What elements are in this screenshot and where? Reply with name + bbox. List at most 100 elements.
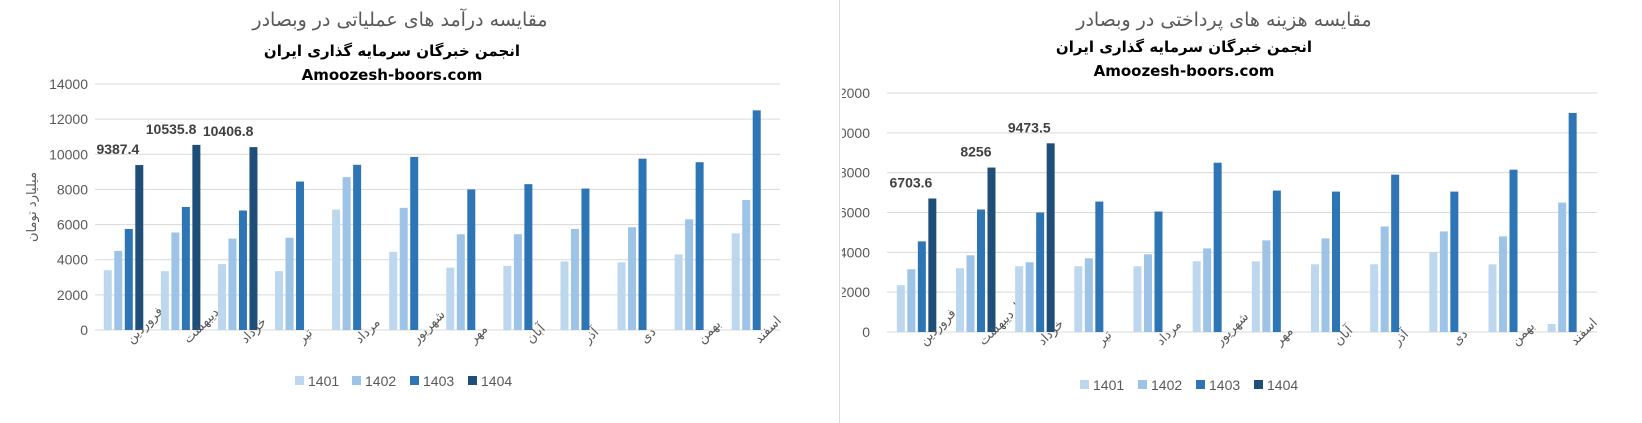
legend-label: 1401 [308, 373, 339, 389]
bar-1403 [581, 188, 590, 330]
y-tick-label: 6000 [842, 205, 870, 221]
bar-1403 [1391, 174, 1400, 332]
bar-1401 [275, 271, 284, 330]
legend-swatch-1402 [1138, 380, 1147, 389]
bar-1402 [1025, 262, 1034, 332]
y-tick-label: 12000 [842, 85, 870, 101]
bar-1402 [570, 228, 579, 330]
y-tick-label: 0 [862, 324, 870, 340]
legend-label: 1402 [365, 373, 396, 389]
bar-1402 [228, 238, 237, 330]
bar-1401 [1074, 266, 1083, 332]
bar-1402 [1321, 238, 1330, 332]
bar-1402 [1558, 202, 1567, 332]
bar-1403 [353, 164, 362, 330]
bar-1404 [249, 147, 258, 330]
chart-website: Amoozesh-boors.com [1094, 62, 1275, 80]
bar-1401 [160, 271, 169, 330]
bar-1401 [446, 267, 455, 330]
panel-divider [839, 0, 840, 423]
bar-1403 [467, 189, 476, 330]
legend-swatch-1404 [468, 376, 477, 385]
bar-1404 [928, 198, 937, 332]
bar-1401 [560, 261, 569, 330]
bar-1403 [1154, 211, 1163, 332]
bar-1403 [524, 184, 533, 330]
bar-1402 [114, 250, 123, 330]
bar-1402 [685, 219, 694, 330]
legend-swatch-1403 [1196, 380, 1205, 389]
legend-label: 1403 [1209, 377, 1240, 393]
bar-1404 [135, 165, 144, 330]
bar-1402 [1084, 258, 1093, 332]
y-tick-label: 4000 [57, 252, 88, 268]
bar-1403 [1450, 191, 1459, 332]
bar-1401 [1192, 261, 1201, 332]
bar-1402 [1499, 236, 1507, 332]
bar-1401 [731, 233, 740, 330]
bar-1402 [399, 207, 408, 330]
y-tick-label: 8000 [842, 165, 870, 181]
bar-1402 [1380, 226, 1389, 332]
bar-1403 [1036, 212, 1045, 332]
bar-1402 [342, 177, 351, 330]
chart-title: مقایسه درآمد های عملیاتی در وبصادر [251, 7, 547, 31]
bar-1402 [742, 199, 751, 330]
bar-1401 [956, 268, 964, 332]
bar-1403 [410, 156, 419, 330]
bar-1403 [1213, 162, 1222, 332]
legend-swatch-1402 [352, 376, 361, 385]
bar-1401 [1547, 324, 1556, 332]
legend-swatch-1401 [295, 376, 304, 385]
bar-1401 [1311, 264, 1319, 332]
bar-1403 [1568, 112, 1577, 333]
bar-1402 [1203, 248, 1212, 332]
legend-swatch-1403 [410, 376, 419, 385]
legend-swatch-1404 [1254, 380, 1263, 389]
bar-1403 [124, 228, 133, 330]
bar-1403 [1272, 190, 1281, 332]
bar-1401 [503, 265, 512, 330]
bar-1403 [695, 162, 704, 330]
data-label: 10535.8 [146, 121, 197, 137]
chart-subtitle: انجمن خبرگان سرمایه گذاری ایران [264, 42, 520, 60]
y-tick-label: 14000 [49, 76, 88, 92]
bar-1404 [987, 167, 996, 332]
legend-label: 1403 [423, 373, 454, 389]
data-label: 9473.5 [1008, 119, 1051, 135]
bar-1401 [1370, 264, 1379, 332]
bar-1403 [181, 207, 190, 330]
expense-chart: مقایسه هزینه های پرداختی در وبصادر انجمن… [842, 9, 1601, 393]
bar-1403 [296, 181, 305, 330]
bar-1402 [456, 234, 465, 330]
bar-1403 [752, 110, 761, 330]
bar-1402 [1144, 254, 1152, 332]
y-tick-label: 4000 [842, 244, 870, 260]
revenue-chart: مقایسه درآمد های عملیاتی در وبصادر انجمن… [25, 7, 785, 389]
bar-1402 [513, 234, 522, 330]
legend-swatch-1401 [1080, 380, 1089, 389]
bar-1402 [171, 232, 180, 330]
bar-1403 [917, 241, 926, 332]
bar-1404 [192, 144, 201, 330]
bar-1401 [217, 264, 226, 330]
bar-1401 [103, 270, 112, 330]
data-label: 9387.4 [96, 141, 139, 157]
legend-label: 1404 [481, 373, 512, 389]
bar-1401 [896, 285, 905, 332]
bar-1403 [1509, 169, 1518, 332]
bar-1401 [1429, 252, 1438, 332]
chart-title: مقایسه هزینه های پرداختی در وبصادر [1075, 9, 1371, 31]
revenue-chart-panel: مقایسه درآمد های عملیاتی در وبصادر انجمن… [25, 7, 785, 389]
bar-1402 [628, 227, 637, 330]
y-tick-label: 10000 [49, 146, 88, 162]
data-label: 6703.6 [890, 174, 933, 190]
y-tick-label: 6000 [57, 217, 88, 233]
bar-1401 [1488, 264, 1497, 332]
data-label: 8256 [960, 144, 991, 160]
legend-label: 1404 [1267, 377, 1298, 393]
y-tick-label: 12000 [49, 111, 88, 127]
bar-1401 [1015, 266, 1024, 332]
y-tick-label: 0 [80, 322, 88, 338]
bar-1401 [1251, 261, 1260, 332]
